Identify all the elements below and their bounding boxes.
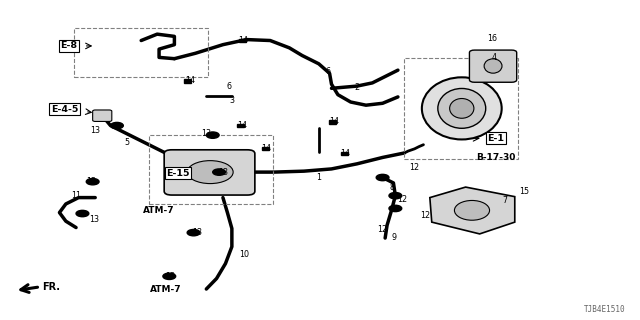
Bar (329, 120, 336, 124)
Text: TJB4E1510: TJB4E1510 (584, 305, 625, 314)
Circle shape (86, 179, 99, 185)
Text: 12: 12 (378, 225, 388, 234)
FancyBboxPatch shape (93, 110, 112, 122)
Text: FR.: FR. (42, 283, 60, 292)
Text: E-1: E-1 (487, 134, 504, 143)
Text: 13: 13 (193, 228, 202, 237)
Text: E-15: E-15 (166, 169, 190, 178)
Circle shape (187, 229, 200, 236)
Text: 14: 14 (340, 149, 351, 158)
Circle shape (206, 132, 219, 138)
Text: 9: 9 (392, 233, 397, 242)
Text: 5: 5 (125, 138, 130, 147)
Bar (237, 124, 244, 127)
Ellipse shape (454, 200, 490, 220)
Bar (340, 152, 348, 156)
Ellipse shape (450, 99, 474, 118)
Bar (404, 58, 518, 159)
Text: 10: 10 (239, 251, 250, 260)
Text: 4: 4 (492, 53, 496, 62)
Text: 14: 14 (238, 36, 248, 45)
Text: 12: 12 (420, 211, 431, 220)
Text: 13: 13 (166, 272, 175, 281)
Text: 8: 8 (389, 183, 394, 192)
Text: 13: 13 (202, 129, 211, 138)
Text: 13: 13 (218, 168, 228, 177)
Ellipse shape (187, 161, 233, 184)
Text: 16: 16 (488, 35, 497, 44)
Text: 13: 13 (90, 126, 100, 135)
Text: 6: 6 (227, 82, 232, 91)
Text: 14: 14 (261, 144, 271, 153)
Bar (74, 28, 208, 77)
Circle shape (212, 169, 225, 175)
FancyBboxPatch shape (469, 50, 516, 82)
Bar (262, 147, 269, 150)
Polygon shape (430, 187, 515, 234)
Text: 7: 7 (502, 196, 508, 205)
Text: 12: 12 (410, 163, 420, 172)
Text: 14: 14 (237, 121, 247, 130)
Bar (239, 39, 246, 42)
Text: 11: 11 (71, 191, 81, 200)
Circle shape (389, 205, 402, 212)
Circle shape (376, 174, 389, 181)
Text: 15: 15 (519, 187, 529, 196)
Text: 14: 14 (329, 117, 339, 126)
Text: 2: 2 (355, 84, 360, 92)
Text: E-8: E-8 (60, 41, 77, 51)
FancyBboxPatch shape (164, 150, 255, 195)
Text: ATM-7: ATM-7 (143, 206, 175, 215)
Bar (184, 79, 191, 83)
Circle shape (76, 210, 89, 217)
Text: 6: 6 (325, 67, 330, 76)
Ellipse shape (438, 88, 486, 128)
Circle shape (111, 123, 124, 129)
Circle shape (163, 273, 175, 279)
Ellipse shape (484, 59, 502, 73)
Text: 12: 12 (397, 195, 407, 204)
Text: ATM-7: ATM-7 (150, 285, 181, 294)
Text: 1: 1 (316, 173, 321, 182)
Text: 14: 14 (185, 76, 195, 85)
Text: B-17-30: B-17-30 (476, 153, 515, 162)
Text: 13: 13 (89, 215, 99, 224)
Text: E-4-5: E-4-5 (51, 105, 78, 114)
Bar (149, 134, 273, 204)
Circle shape (389, 193, 402, 199)
Text: 13: 13 (86, 177, 97, 186)
Ellipse shape (422, 77, 502, 140)
Text: 3: 3 (229, 96, 234, 105)
